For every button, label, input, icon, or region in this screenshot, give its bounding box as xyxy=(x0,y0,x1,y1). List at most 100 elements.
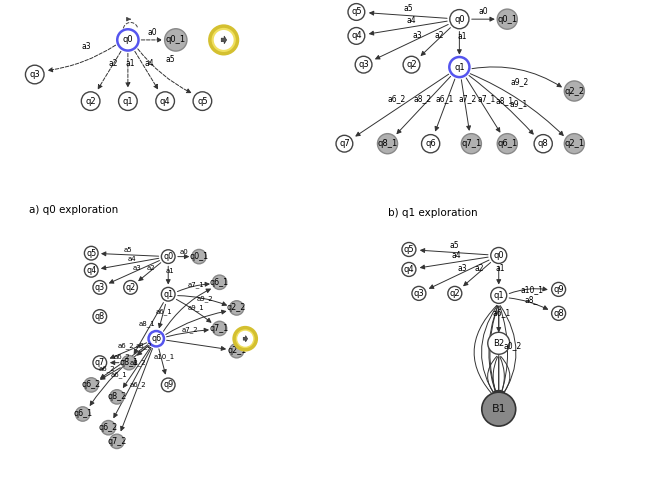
Circle shape xyxy=(497,9,518,29)
Text: q4: q4 xyxy=(160,97,170,106)
Text: q6: q6 xyxy=(151,334,161,343)
Text: q2_1: q2_1 xyxy=(227,346,247,355)
Text: q2: q2 xyxy=(126,283,136,292)
Text: q1: q1 xyxy=(494,291,504,300)
FancyArrowPatch shape xyxy=(177,282,209,292)
Circle shape xyxy=(110,434,124,448)
Circle shape xyxy=(412,286,426,300)
Text: q5: q5 xyxy=(197,97,208,106)
FancyArrowPatch shape xyxy=(489,306,498,398)
Text: a6_2: a6_2 xyxy=(388,94,406,103)
Text: a9_2: a9_2 xyxy=(197,296,214,302)
FancyArrowPatch shape xyxy=(178,255,188,259)
Text: q8_1: q8_1 xyxy=(377,139,398,148)
FancyArrowPatch shape xyxy=(497,306,501,397)
Circle shape xyxy=(156,92,175,111)
Text: q5: q5 xyxy=(86,249,96,258)
Text: q1: q1 xyxy=(454,63,465,71)
Text: a6_2: a6_2 xyxy=(118,342,135,349)
Text: a6_1: a6_1 xyxy=(155,308,172,315)
Text: b) q1 exploration: b) q1 exploration xyxy=(388,207,477,217)
Circle shape xyxy=(491,287,507,303)
Text: a6_1: a6_1 xyxy=(492,308,511,318)
Text: a7_1: a7_1 xyxy=(477,94,496,103)
FancyArrowPatch shape xyxy=(466,78,500,132)
Text: q3: q3 xyxy=(413,289,424,298)
Circle shape xyxy=(101,421,116,435)
Text: a1: a1 xyxy=(457,32,466,41)
Text: q5: q5 xyxy=(351,8,362,16)
Circle shape xyxy=(84,263,98,277)
Text: a3: a3 xyxy=(413,31,422,40)
Text: a7_2: a7_2 xyxy=(182,326,198,333)
Text: q2_2: q2_2 xyxy=(564,87,584,95)
Circle shape xyxy=(161,250,175,263)
Circle shape xyxy=(564,81,584,101)
FancyArrowPatch shape xyxy=(497,266,501,284)
Text: a10_1: a10_1 xyxy=(153,354,175,360)
Circle shape xyxy=(355,57,372,73)
Text: q4: q4 xyxy=(86,266,96,275)
Text: a9_1: a9_1 xyxy=(509,99,527,108)
FancyArrowPatch shape xyxy=(421,249,488,255)
Circle shape xyxy=(212,275,226,289)
Circle shape xyxy=(402,242,416,256)
Text: q6_1: q6_1 xyxy=(73,410,93,419)
Text: a9_2: a9_2 xyxy=(510,77,529,86)
Text: q7_1: q7_1 xyxy=(461,139,481,148)
FancyArrowPatch shape xyxy=(469,76,533,134)
Text: a5: a5 xyxy=(403,4,413,13)
Circle shape xyxy=(482,392,516,426)
Text: q6_2: q6_2 xyxy=(82,380,101,389)
FancyArrowPatch shape xyxy=(127,18,130,21)
Text: a6_1: a6_1 xyxy=(436,94,454,103)
Text: a1: a1 xyxy=(166,268,174,274)
FancyArrowPatch shape xyxy=(472,67,561,87)
Circle shape xyxy=(237,331,253,347)
Circle shape xyxy=(552,283,565,297)
Text: q3: q3 xyxy=(29,70,40,79)
Text: q3: q3 xyxy=(94,283,105,292)
Circle shape xyxy=(84,246,98,260)
FancyArrowPatch shape xyxy=(376,24,448,59)
Circle shape xyxy=(161,378,175,392)
Circle shape xyxy=(488,332,510,354)
Text: a1: a1 xyxy=(496,264,505,274)
Circle shape xyxy=(348,27,365,45)
Text: a8_2: a8_2 xyxy=(136,342,153,349)
FancyArrowPatch shape xyxy=(493,357,498,395)
Circle shape xyxy=(210,26,237,54)
Text: a7_1: a7_1 xyxy=(188,282,204,288)
FancyArrowPatch shape xyxy=(101,368,120,379)
Text: a8_1: a8_1 xyxy=(496,96,514,105)
Circle shape xyxy=(93,281,107,294)
Text: a2: a2 xyxy=(474,264,483,273)
Circle shape xyxy=(84,378,98,392)
FancyArrowPatch shape xyxy=(430,260,489,288)
Circle shape xyxy=(230,301,244,315)
Circle shape xyxy=(117,29,138,51)
Circle shape xyxy=(497,134,518,154)
Circle shape xyxy=(564,134,584,154)
FancyArrowPatch shape xyxy=(141,38,161,42)
Circle shape xyxy=(193,92,212,111)
Text: B1: B1 xyxy=(492,404,506,414)
Polygon shape xyxy=(243,336,248,342)
Circle shape xyxy=(192,250,206,264)
Text: a6_2: a6_2 xyxy=(130,382,147,388)
Text: q8: q8 xyxy=(553,309,564,318)
FancyArrowPatch shape xyxy=(500,306,516,398)
FancyArrowPatch shape xyxy=(470,74,563,136)
Text: q8: q8 xyxy=(538,139,549,148)
Text: q8: q8 xyxy=(94,312,105,321)
Text: q0: q0 xyxy=(163,252,173,261)
Text: q9: q9 xyxy=(163,380,173,389)
Text: B2: B2 xyxy=(493,339,504,348)
Circle shape xyxy=(491,248,507,263)
Circle shape xyxy=(336,136,353,152)
FancyArrowPatch shape xyxy=(102,258,159,270)
Circle shape xyxy=(348,4,365,20)
FancyArrowPatch shape xyxy=(159,349,166,374)
FancyArrowPatch shape xyxy=(98,51,121,89)
Text: q0_1: q0_1 xyxy=(166,35,186,45)
